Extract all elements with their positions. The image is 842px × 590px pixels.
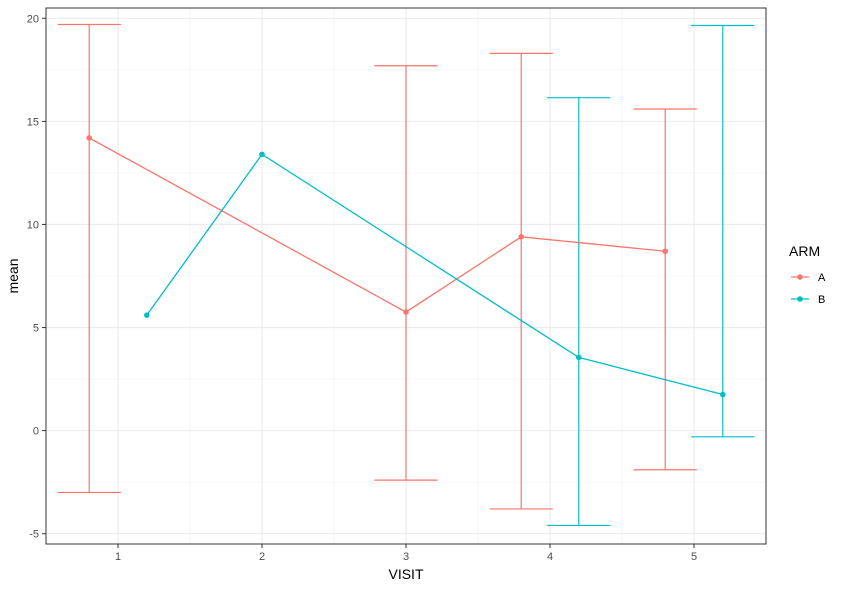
x-tick-label: 3 (403, 551, 409, 563)
data-point-B (576, 354, 582, 361)
series-lines (88, 137, 723, 396)
data-point-A (662, 248, 668, 255)
data-point-B (144, 312, 150, 318)
y-tick-label: -5 (29, 529, 39, 541)
legend-label-A: A (818, 272, 826, 284)
data-point-A (403, 309, 409, 315)
axes: 1 2 3 4 5 -5 0 5 10 15 20 (27, 13, 697, 563)
legend-key-point-A (797, 274, 803, 280)
y-tick-label: 0 (33, 426, 39, 438)
y-tick-label: 10 (27, 219, 39, 231)
series-points (86, 135, 726, 398)
data-point-B (720, 391, 726, 398)
legend-items: AB (791, 272, 826, 306)
legend-title: ARM (789, 243, 820, 259)
data-point-A (518, 234, 524, 240)
error-bars (57, 23, 755, 527)
data-point-A (86, 135, 92, 141)
x-tick-label: 4 (547, 551, 553, 563)
series-line-B (146, 153, 723, 396)
data-point-B (259, 151, 265, 158)
y-tick-label: 15 (27, 116, 39, 128)
y-tick-label: 20 (27, 13, 39, 25)
series-line-A (88, 137, 666, 313)
x-tick-label: 5 (691, 551, 697, 563)
y-tick-label: 5 (33, 323, 39, 335)
legend: ARM AB (789, 243, 826, 306)
legend-label-B: B (818, 294, 825, 306)
legend-key-point-B (797, 296, 803, 302)
x-tick-label: 1 (115, 551, 121, 563)
x-tick-label: 2 (259, 551, 265, 563)
y-axis-title: mean (5, 258, 21, 293)
x-axis-title: VISIT (388, 566, 423, 582)
